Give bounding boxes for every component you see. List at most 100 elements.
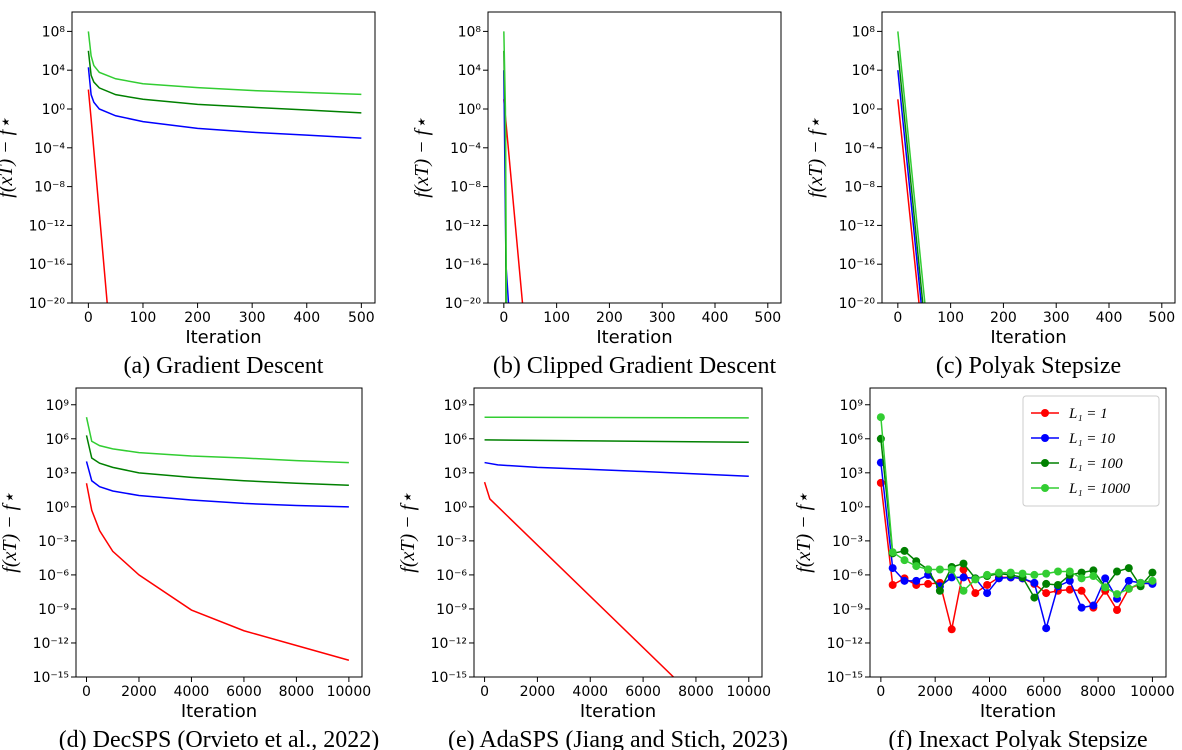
point xyxy=(1124,564,1133,573)
line xyxy=(85,435,349,487)
point xyxy=(1042,579,1051,588)
x-tick-label: 4000 xyxy=(174,684,210,700)
y-tick-label: 10⁻¹⁶ xyxy=(445,257,482,273)
y-tick-label: 10⁻¹⁵ xyxy=(33,670,69,686)
legend-marker xyxy=(1041,459,1049,467)
legend-marker xyxy=(1041,409,1049,417)
x-tick-label: 0 xyxy=(84,310,93,326)
line xyxy=(503,99,524,303)
point xyxy=(994,568,1003,577)
line xyxy=(85,461,349,508)
point xyxy=(983,570,992,579)
x-tick-label: 2000 xyxy=(520,684,556,700)
y-tick-label: 10⁸ xyxy=(458,24,482,40)
y-tick-label: 10⁹ xyxy=(840,398,864,414)
point xyxy=(935,586,944,595)
point xyxy=(1042,569,1051,578)
x-axis-label: Iteration xyxy=(980,701,1056,722)
point xyxy=(959,573,968,582)
panel: 0 100 200 300 400 500 10⁸ 10⁴ 10⁰ 10⁻⁴ 10⁻⁸ 10⁻¹² 10… xyxy=(805,11,1176,379)
line xyxy=(897,70,922,303)
y-tick-label: 10⁶ xyxy=(46,432,70,448)
y-axis-label: f(xT) − f⋆ xyxy=(0,117,17,197)
axes-frame xyxy=(869,387,1167,678)
x-tick-label: 100 xyxy=(937,310,964,326)
x-tick-label: 2000 xyxy=(121,684,157,700)
line xyxy=(85,483,350,661)
x-tick-label: 4000 xyxy=(572,684,608,700)
point xyxy=(971,575,980,584)
x-tick-label: 0 xyxy=(499,310,508,326)
point xyxy=(983,589,992,598)
y-tick-label: 10⁻¹² xyxy=(431,636,467,652)
y-tick-label: 10⁻⁶ xyxy=(38,568,69,584)
panel: 0 2000 4000 6000 8000 10000 10⁹ 10⁶ 10³ 10⁰ 10⁻³ 10… xyxy=(0,387,379,750)
point xyxy=(1065,585,1074,594)
point xyxy=(1113,606,1122,615)
axes-frame xyxy=(881,11,1176,304)
x-tick-label: 8000 xyxy=(678,684,714,700)
caption: (b) Clipped Gradient Descent xyxy=(493,353,777,379)
y-axis-label: f(xT) − f⋆ xyxy=(397,492,419,572)
point xyxy=(959,586,968,595)
line xyxy=(483,481,675,677)
y-tick-label: 10⁰ xyxy=(840,500,864,516)
point xyxy=(1030,570,1039,579)
point xyxy=(1077,586,1086,595)
line xyxy=(87,31,362,96)
x-tick-label: 10000 xyxy=(327,684,372,700)
legend-box xyxy=(1022,395,1160,507)
x-tick-label: 400 xyxy=(1096,310,1123,326)
point xyxy=(1089,601,1098,610)
point xyxy=(888,580,897,589)
y-tick-label: 10⁸ xyxy=(852,24,876,40)
y-tick-label: 10⁸ xyxy=(42,24,66,40)
y-tick-label: 10⁹ xyxy=(444,398,468,414)
x-tick-label: 6000 xyxy=(625,684,661,700)
legend-label: L₁ = 100 xyxy=(1068,456,1123,472)
y-tick-label: 10⁻¹² xyxy=(29,218,65,234)
point xyxy=(1148,576,1157,585)
y-tick-label: 10⁰ xyxy=(444,500,468,516)
y-tick-label: 10⁻²⁰ xyxy=(445,296,482,312)
line xyxy=(484,416,749,419)
point xyxy=(900,556,909,565)
plot-area xyxy=(503,31,524,303)
axes-frame xyxy=(71,11,376,304)
y-tick-label: 10⁻¹⁶ xyxy=(29,257,66,273)
point xyxy=(1030,578,1039,587)
y-tick-label: 10⁻⁸ xyxy=(844,180,875,196)
point xyxy=(959,565,968,574)
point xyxy=(1089,572,1098,581)
point xyxy=(971,589,980,598)
y-tick-label: 10⁹ xyxy=(46,398,70,414)
y-tick-label: 10⁻⁹ xyxy=(38,602,69,618)
y-tick-label: 10⁰ xyxy=(458,102,482,118)
x-tick-label: 0 xyxy=(876,684,885,700)
x-tick-label: 100 xyxy=(130,310,157,326)
y-tick-label: 10⁰ xyxy=(852,102,876,118)
y-tick-label: 10³ xyxy=(46,466,69,482)
point xyxy=(1053,567,1062,576)
y-axis-label: f(xT) − f⋆ xyxy=(411,117,433,197)
y-tick-label: 10⁻⁴ xyxy=(450,141,481,157)
y-tick-label: 10⁶ xyxy=(444,432,468,448)
point xyxy=(888,548,897,557)
point xyxy=(1065,576,1074,585)
y-tick-label: 10⁻³ xyxy=(38,534,69,550)
y-tick-label: 10⁻¹² xyxy=(445,218,481,234)
y-axis-label: f(xT) − f⋆ xyxy=(0,492,21,572)
y-tick-label: 10⁻⁹ xyxy=(436,602,467,618)
point xyxy=(947,625,956,634)
x-tick-label: 200 xyxy=(990,310,1017,326)
y-tick-label: 10⁴ xyxy=(458,63,482,79)
x-tick-label: 200 xyxy=(184,310,211,326)
y-tick-label: 10⁰ xyxy=(42,102,66,118)
x-tick-label: 10000 xyxy=(727,684,772,700)
line xyxy=(484,439,749,443)
y-tick-label: 10⁻¹⁵ xyxy=(827,670,863,686)
x-axis-label: Iteration xyxy=(990,327,1066,348)
line xyxy=(897,50,924,303)
point xyxy=(1077,603,1086,612)
caption: (c) Polyak Stepsize xyxy=(936,353,1121,379)
